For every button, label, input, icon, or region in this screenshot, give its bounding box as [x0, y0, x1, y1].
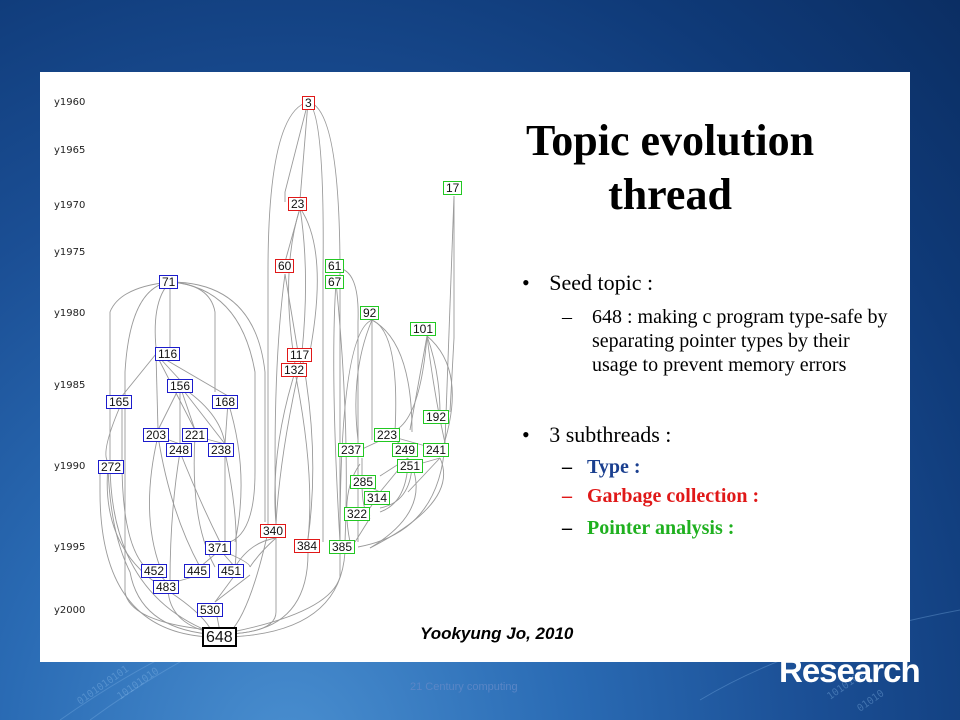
topic-node-pointer: 285 — [350, 475, 377, 489]
topic-node-type: 221 — [182, 428, 209, 442]
topic-node-garbage: 23 — [288, 197, 308, 211]
topic-node-pointer: 241 — [423, 443, 450, 457]
year-label: y1980 — [54, 308, 86, 319]
topic-node-type: 156 — [167, 379, 194, 393]
year-label: y1985 — [54, 380, 86, 391]
year-label: y1995 — [54, 542, 86, 553]
bullet-seed-topic: • Seed topic : — [522, 270, 653, 296]
topic-node-type: 483 — [153, 580, 180, 594]
bullet-subthreads: • 3 subthreads : — [522, 422, 671, 448]
sub-bullet-dash: – — [562, 306, 572, 328]
sub-bullet-dash: – — [562, 456, 572, 478]
topic-node-type: 248 — [166, 443, 193, 457]
topic-node-pointer: 192 — [423, 410, 450, 424]
topic-node-type: 445 — [184, 564, 211, 578]
bullet-label: 3 subthreads : — [549, 422, 672, 447]
topic-node-type: 451 — [218, 564, 245, 578]
topic-node-type: 371 — [205, 541, 232, 555]
topic-node-type: 116 — [155, 347, 181, 361]
topic-node-garbage: 340 — [260, 524, 287, 538]
topic-node-pointer: 249 — [392, 443, 419, 457]
svg-text:01010: 01010 — [855, 688, 886, 714]
subthread-label: Garbage collection : — [587, 485, 760, 507]
topic-node-type: 165 — [106, 395, 133, 409]
topic-node-pointer: 314 — [364, 491, 391, 505]
topic-node-garbage: 117 — [287, 348, 313, 362]
topic-node-type: 530 — [197, 603, 224, 617]
subthread-garbage-collection: – Garbage collection : — [562, 484, 759, 508]
author-credit: Yookyung Jo, 2010 — [420, 624, 574, 643]
seed-topic-description: 648 : making c program type-safe by sepa… — [592, 306, 888, 376]
topic-node-type: 238 — [208, 443, 235, 457]
footer-caption: 21 Century computing — [410, 681, 518, 693]
topic-node-garbage: 132 — [281, 363, 308, 377]
slide-title: Topic evolution thread — [470, 114, 870, 222]
topic-node-garbage: 384 — [294, 539, 321, 553]
sub-bullet-dash: – — [562, 517, 572, 539]
subthread-label: Pointer analysis : — [587, 517, 735, 539]
topic-node-type: 168 — [212, 395, 239, 409]
topic-node-pointer: 67 — [325, 275, 345, 289]
topic-node-pointer: 17 — [443, 181, 463, 195]
topic-node-pointer: 385 — [329, 540, 356, 554]
topic-node-pointer: 101 — [410, 322, 437, 336]
title-line: Topic evolution — [525, 116, 815, 165]
seed-topic-node: 648 — [202, 627, 237, 647]
bullet-dot: • — [522, 422, 530, 447]
topic-node-pointer: 237 — [338, 443, 365, 457]
year-label: y2000 — [54, 605, 86, 616]
subthread-type: – Type : — [562, 455, 641, 479]
topic-node-garbage: 3 — [302, 96, 315, 110]
subthread-pointer-analysis: – Pointer analysis : — [562, 516, 734, 540]
topic-node-pointer: 251 — [397, 459, 424, 473]
topic-node-pointer: 92 — [360, 306, 380, 320]
topic-node-garbage: 60 — [275, 259, 295, 273]
topic-node-pointer: 223 — [374, 428, 401, 442]
bullet-dot: • — [522, 270, 530, 295]
year-label: y1990 — [54, 461, 86, 472]
sub-bullet-dash: – — [562, 485, 572, 507]
research-logo: Research — [779, 652, 921, 689]
topic-node-type: 272 — [98, 460, 125, 474]
year-label: y1975 — [54, 247, 86, 258]
year-label: y1965 — [54, 145, 86, 156]
topic-node-pointer: 322 — [344, 507, 371, 521]
year-label: y1970 — [54, 200, 86, 211]
topic-node-type: 71 — [159, 275, 179, 289]
bullet-label: Seed topic : — [549, 270, 654, 295]
topic-node-type: 203 — [143, 428, 170, 442]
subthread-label: Type : — [587, 456, 641, 478]
title-line: thread — [608, 170, 732, 219]
topic-node-type: 452 — [141, 564, 168, 578]
topic-graph-edges — [99, 101, 455, 638]
year-label: y1960 — [54, 97, 86, 108]
slide-canvas: y1960 y1965 y1970 y1975 y1980 y1985 y199… — [40, 72, 910, 662]
topic-node-pointer: 61 — [325, 259, 345, 273]
